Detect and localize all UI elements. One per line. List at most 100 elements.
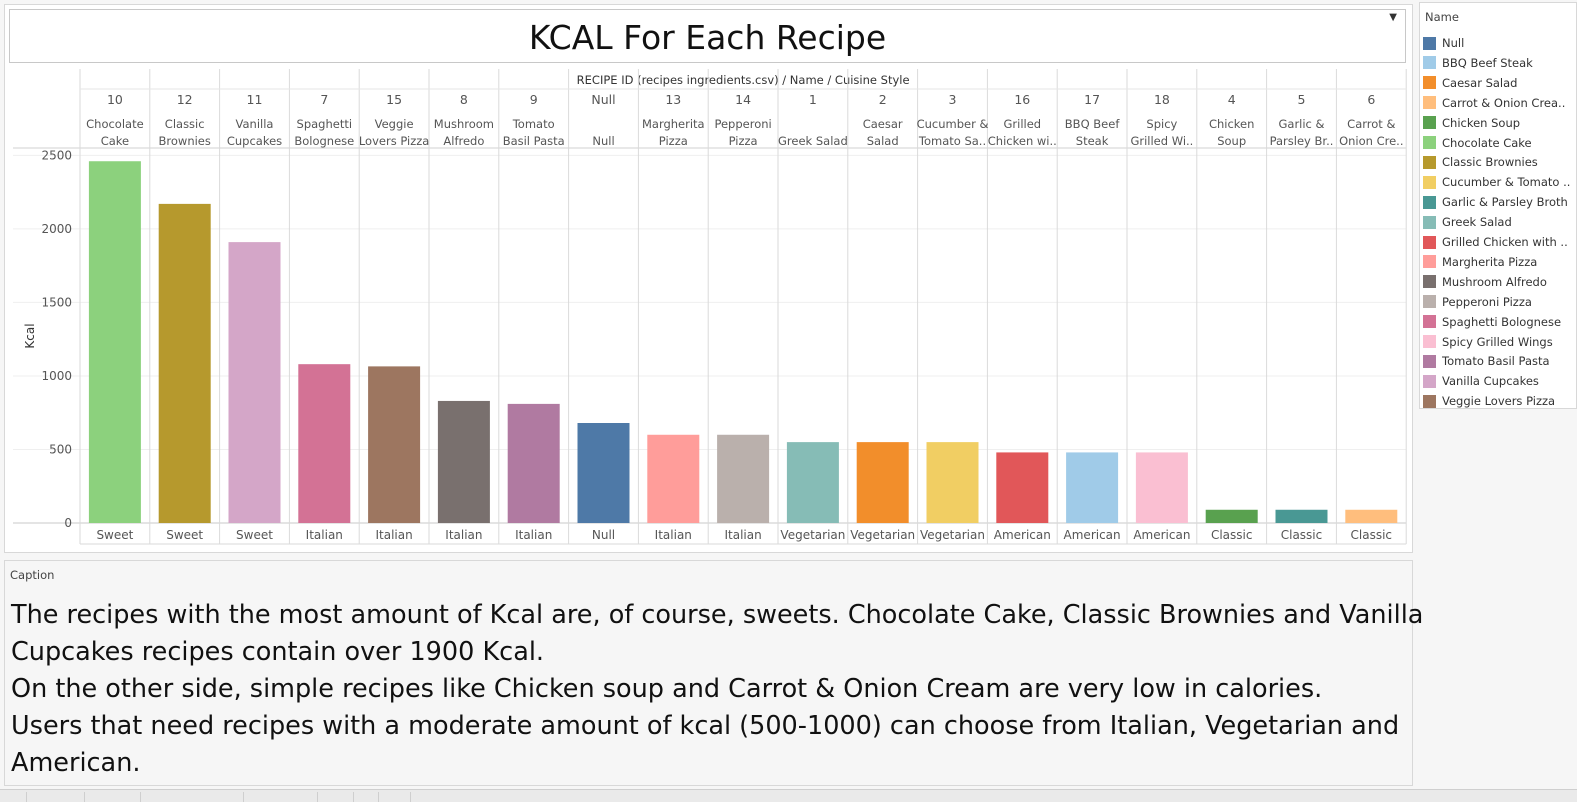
recipe-name-label: Pizza bbox=[729, 134, 758, 148]
cuisine-style-label: Italian bbox=[724, 528, 761, 542]
legend-swatch bbox=[1423, 175, 1436, 189]
legend-item[interactable]: Garlic & Parsley Broth bbox=[1423, 192, 1577, 212]
legend-item[interactable]: Margherita Pizza bbox=[1423, 252, 1577, 272]
bar bbox=[717, 434, 770, 523]
legend-label: Pepperoni Pizza bbox=[1442, 294, 1532, 309]
legend-item[interactable]: Veggie Lovers Pizza bbox=[1423, 391, 1577, 411]
cuisine-style-label: American bbox=[1133, 528, 1190, 542]
recipe-name-label: Grilled bbox=[1003, 117, 1041, 131]
caption-line: The recipes with the most amount of Kcal… bbox=[11, 600, 1424, 630]
recipe-name-label: Margherita bbox=[642, 117, 705, 131]
sheet-tab[interactable] bbox=[378, 792, 379, 802]
legend-item[interactable]: Cucumber & Tomato .. bbox=[1423, 172, 1577, 192]
legend-item[interactable]: Mushroom Alfredo bbox=[1423, 272, 1577, 292]
legend-item[interactable]: Grilled Chicken with .. bbox=[1423, 232, 1577, 252]
legend-item[interactable]: Spicy Grilled Wings bbox=[1423, 332, 1577, 352]
chart-title: KCAL For Each Recipe bbox=[528, 18, 887, 57]
legend-label: Chocolate Cake bbox=[1442, 135, 1532, 150]
legend-label: Caesar Salad bbox=[1442, 75, 1518, 90]
legend-swatch bbox=[1423, 295, 1436, 309]
legend-label: Garlic & Parsley Broth bbox=[1442, 195, 1568, 210]
cuisine-style-label: Italian bbox=[306, 528, 343, 542]
recipe-id-label: 6 bbox=[1367, 92, 1375, 107]
legend-item[interactable]: Chocolate Cake bbox=[1423, 133, 1577, 153]
bar bbox=[437, 400, 490, 523]
bar bbox=[996, 452, 1049, 523]
sheet-tab[interactable] bbox=[84, 792, 85, 802]
recipe-id-label: 18 bbox=[1154, 92, 1170, 107]
legend-item[interactable]: Chicken Soup bbox=[1423, 113, 1577, 133]
legend-item[interactable]: Carrot & Onion Crea.. bbox=[1423, 93, 1577, 113]
bar bbox=[926, 442, 979, 523]
legend-item[interactable]: Vanilla Cupcakes bbox=[1423, 371, 1577, 391]
legend-item[interactable]: Pepperoni Pizza bbox=[1423, 292, 1577, 312]
legend-swatch bbox=[1423, 116, 1436, 130]
sheet-tab[interactable] bbox=[243, 792, 244, 802]
legend-label: Mushroom Alfredo bbox=[1442, 274, 1547, 289]
recipe-name-label: Veggie bbox=[375, 117, 414, 131]
legend-item[interactable]: Spaghetti Bolognese bbox=[1423, 312, 1577, 332]
bar bbox=[1345, 509, 1398, 523]
cuisine-style-label: Null bbox=[592, 528, 615, 542]
legend-swatch bbox=[1423, 155, 1436, 169]
legend-item[interactable]: Null bbox=[1423, 33, 1577, 53]
bar bbox=[1275, 509, 1328, 523]
recipe-id-label: 15 bbox=[386, 92, 402, 107]
legend-item[interactable]: Tomato Basil Pasta bbox=[1423, 351, 1577, 371]
recipe-name-label: Chicken bbox=[1209, 117, 1254, 131]
recipe-id-label: 1 bbox=[809, 92, 817, 107]
legend-swatch bbox=[1423, 56, 1436, 70]
recipe-name-label: Parsley Br.. bbox=[1270, 134, 1334, 148]
legend-item[interactable]: Classic Brownies bbox=[1423, 152, 1577, 172]
sheet-tab[interactable] bbox=[317, 792, 318, 802]
legend-item[interactable]: Caesar Salad bbox=[1423, 73, 1577, 93]
legend-swatch bbox=[1423, 354, 1436, 368]
bar bbox=[1066, 452, 1119, 523]
bar bbox=[158, 203, 211, 523]
cuisine-style-label: Italian bbox=[445, 528, 482, 542]
recipe-id-label: 13 bbox=[665, 92, 681, 107]
recipe-name-label: Tomato bbox=[512, 117, 555, 131]
recipe-name-label: Vanilla bbox=[236, 117, 274, 131]
bar bbox=[507, 403, 560, 523]
bar-chart: RECIPE ID (recipes ingredients.csv) / Na… bbox=[13, 69, 1407, 545]
recipe-id-label: 16 bbox=[1014, 92, 1030, 107]
sheet-tab[interactable] bbox=[140, 792, 141, 802]
recipe-name-label: Chicken wi.. bbox=[988, 134, 1057, 148]
bar bbox=[368, 366, 421, 523]
legend-swatch bbox=[1423, 235, 1436, 249]
legend-swatch bbox=[1423, 76, 1436, 90]
recipe-name-label: Brownies bbox=[159, 134, 211, 148]
cuisine-style-label: American bbox=[994, 528, 1051, 542]
cuisine-style-label: Vegetarian bbox=[850, 528, 915, 542]
title-box: KCAL For Each Recipe ▼ bbox=[9, 9, 1406, 63]
legend-label: BBQ Beef Steak bbox=[1442, 55, 1533, 70]
recipe-name-label: Bolognese bbox=[294, 134, 354, 148]
y-tick-label: 500 bbox=[49, 442, 72, 456]
y-tick-label: 2500 bbox=[41, 148, 72, 162]
sheet-tab[interactable] bbox=[410, 792, 411, 802]
recipe-id-label: 4 bbox=[1228, 92, 1236, 107]
recipe-id-label: 12 bbox=[177, 92, 193, 107]
legend-item[interactable]: BBQ Beef Steak bbox=[1423, 53, 1577, 73]
sheet-tab[interactable] bbox=[353, 792, 354, 802]
recipe-id-label: 3 bbox=[949, 92, 957, 107]
legend-item[interactable]: Greek Salad bbox=[1423, 212, 1577, 232]
recipe-name-label: Garlic & bbox=[1278, 117, 1324, 131]
cuisine-style-label: Italian bbox=[375, 528, 412, 542]
recipe-name-label: Soup bbox=[1217, 134, 1246, 148]
y-tick-label: 2000 bbox=[41, 222, 72, 236]
legend-label: Vanilla Cupcakes bbox=[1442, 374, 1539, 389]
legend-label: Chicken Soup bbox=[1442, 115, 1521, 130]
bar bbox=[577, 423, 630, 523]
caption-line: Cupcakes recipes contain over 1900 Kcal. bbox=[11, 637, 545, 667]
y-tick-label: 1000 bbox=[41, 369, 72, 383]
recipe-name-label: Null bbox=[592, 134, 614, 148]
sheet-tab[interactable] bbox=[26, 792, 27, 802]
bar bbox=[856, 442, 909, 523]
recipe-name-label: Classic bbox=[165, 117, 205, 131]
legend-swatch bbox=[1423, 96, 1436, 110]
recipe-name-label: Steak bbox=[1076, 134, 1109, 148]
legend-swatch bbox=[1423, 394, 1436, 408]
chevron-down-icon[interactable]: ▼ bbox=[1389, 12, 1397, 23]
